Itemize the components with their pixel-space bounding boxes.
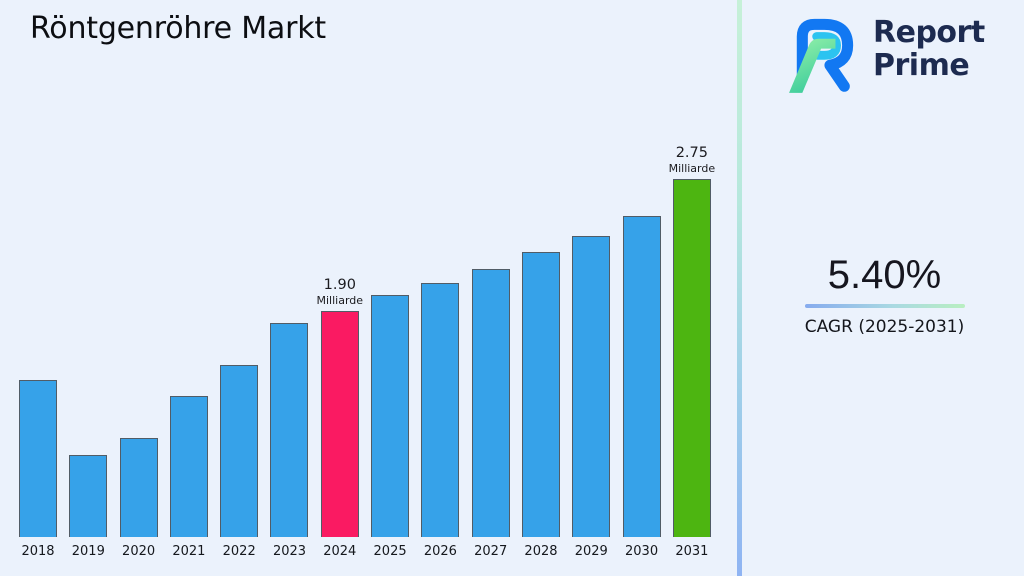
report-prime-logo-icon xyxy=(789,18,854,93)
x-axis-label: 2018 xyxy=(21,544,55,559)
cagr-label: CAGR (2025-2031) xyxy=(804,317,965,337)
cagr-panel: 5.40% CAGR (2025-2031) xyxy=(745,253,1024,337)
cagr-value: 5.40% xyxy=(827,253,942,297)
x-axis-label: 2023 xyxy=(272,544,307,559)
brand: Report Prime xyxy=(779,10,985,94)
x-axis-label: 2019 xyxy=(71,544,105,559)
cagr-underline xyxy=(804,304,965,308)
x-axis-label: 2028 xyxy=(524,544,558,559)
x-axis-label: 2020 xyxy=(122,544,156,559)
bar-chart: 2018 2019 2020 2021 2022 2023 2024 1.90 Milliard… xyxy=(19,137,716,559)
bar-2019: 2019 xyxy=(69,454,108,559)
bar-2023: 2023 xyxy=(270,323,309,559)
bar-2025: 2025 xyxy=(371,295,410,559)
bar-group: 2018 2019 2020 2021 2022 2023 2024 1.90 Milliard… xyxy=(19,137,716,559)
x-axis-label: 2025 xyxy=(373,544,407,559)
bar-annotation-value: 2.75 xyxy=(675,144,709,161)
bar-annotation: 1.90 Milliarde xyxy=(317,276,364,308)
bar-2029: 2029 xyxy=(572,236,611,559)
bar-annotation-unit: Milliarde xyxy=(668,161,716,175)
bar-2021: 2021 xyxy=(169,395,208,559)
bar-2022: 2022 xyxy=(220,364,259,559)
brand-name-line1: Report xyxy=(873,15,985,50)
brand-name: Report Prime xyxy=(873,16,985,82)
bar-2027: 2027 xyxy=(471,268,510,559)
bar-2024: 2024 1.90 Milliarde xyxy=(317,277,364,559)
panel-divider xyxy=(737,0,742,576)
x-axis-label: 2027 xyxy=(474,544,508,559)
brand-name-line2: Prime xyxy=(873,48,970,83)
x-axis-label: 2022 xyxy=(222,544,256,559)
x-axis-label: 2026 xyxy=(423,544,457,559)
x-axis-label: 2029 xyxy=(574,544,608,559)
bar-2020: 2020 xyxy=(119,437,158,559)
x-axis-label: 2021 xyxy=(172,544,206,559)
page-title: Röntgenröhre Markt xyxy=(30,11,326,46)
x-axis-label: 2024 xyxy=(323,544,357,559)
bar-2018: 2018 xyxy=(19,380,57,559)
bar-annotation-value: 1.90 xyxy=(323,276,356,293)
bar-annotation-unit: Milliarde xyxy=(316,293,364,307)
x-axis-label: 2031 xyxy=(675,544,709,559)
bar-2028: 2028 xyxy=(521,251,560,559)
bar-annotation: 2.75 Milliarde xyxy=(669,144,716,176)
bar-2030: 2030 xyxy=(622,216,661,559)
bar-2031: 2031 2.75 Milliarde xyxy=(669,145,716,559)
x-axis-label: 2030 xyxy=(625,544,659,559)
bar-2026: 2026 xyxy=(421,282,460,559)
